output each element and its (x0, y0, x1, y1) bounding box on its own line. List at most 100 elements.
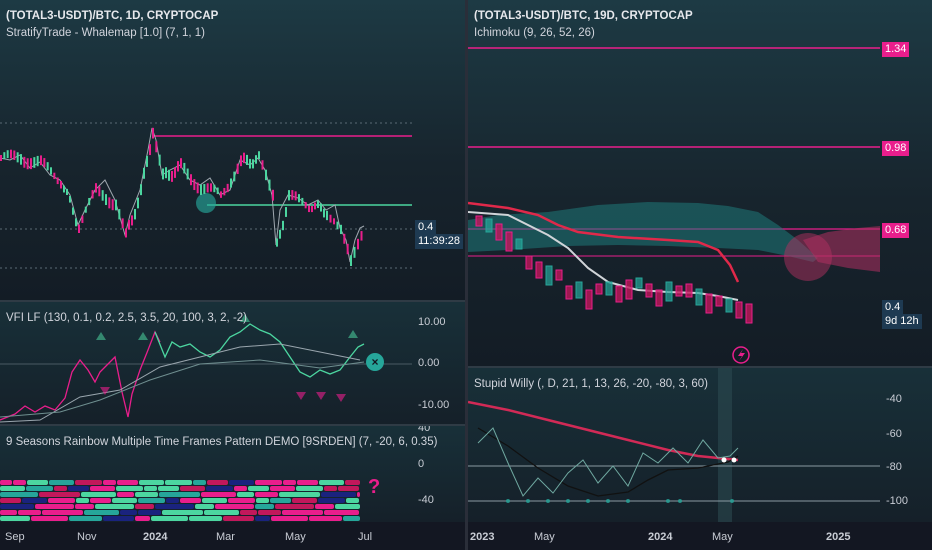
rainbow-segment (240, 510, 257, 515)
left-main-chart[interactable]: (TOTAL3-USDT)/BTC, 1D, CRYPTOCAP Stratif… (0, 0, 465, 300)
candle (56, 177, 59, 185)
rainbow-segment (237, 492, 254, 497)
candle (84, 206, 87, 213)
candle (675, 285, 683, 297)
candle (329, 214, 332, 223)
left-candles (0, 127, 363, 267)
candle (261, 160, 264, 170)
rainbow-segment (138, 498, 165, 503)
candle (625, 279, 633, 300)
candle (715, 295, 723, 307)
willy-tick-1: -40 (886, 393, 902, 405)
candle (745, 303, 753, 324)
candle (131, 215, 133, 226)
vfi-title[interactable]: VFI LF (130, 0.1, 0.2, 2.5, 3.5, 20, 100… (6, 312, 248, 324)
left-pane-separator-1[interactable] (0, 300, 465, 302)
rainbow-segment (248, 486, 269, 491)
willy-tick-2: -60 (886, 428, 902, 440)
rainbow-segment (54, 486, 67, 491)
candle (268, 179, 271, 191)
vfi-plot: × (0, 314, 412, 423)
candle (615, 285, 623, 303)
rainbow-question-glyph: ? (368, 476, 381, 498)
rainbow-segment (335, 504, 360, 509)
vfi-tick-mid: 0.00 (418, 357, 440, 369)
candle (252, 159, 254, 169)
rainbow-segment (297, 480, 318, 485)
vfi-signal-dot (366, 353, 384, 371)
rainbow-segment (345, 480, 360, 485)
right-indicator-label[interactable]: Ichimoku (9, 26, 52, 26) (474, 27, 595, 39)
left-x-jul: Jul (358, 531, 373, 543)
right-time-axis[interactable]: 2023 May 2024 May 2025 (468, 522, 932, 550)
candle (72, 207, 74, 215)
candle (695, 288, 703, 306)
candle (605, 281, 613, 296)
rainbow-segment (158, 486, 179, 491)
left-indicator-label[interactable]: StratifyTrade - Whalemap [1.0] (7, 1, 1) (6, 27, 205, 39)
candle (10, 149, 12, 159)
candle (230, 178, 232, 188)
candle (180, 158, 182, 169)
candle (298, 194, 300, 203)
candle (213, 184, 216, 193)
candle (155, 141, 158, 153)
vfi-pane[interactable]: × VFI LF (130, 0.1, 0.2, 2.5, 3.5, 20, 1… (0, 302, 465, 424)
right-pane-separator[interactable] (468, 366, 932, 368)
rainbow-segment (0, 504, 34, 509)
rainbow-segment (68, 486, 89, 491)
candle (323, 208, 325, 218)
rainbow-segment (258, 510, 281, 515)
rainbow-segment (228, 498, 255, 503)
left-time-axis[interactable]: Sep Nov 2024 Mar May Jul (0, 522, 465, 550)
rainbow-segment (309, 516, 342, 521)
candle (258, 151, 260, 160)
rainbow-segment (162, 510, 203, 515)
rainbow-plot (0, 480, 360, 521)
left-countdown-tag: 11:39:28 (415, 234, 464, 249)
left-x-mar: Mar (216, 531, 235, 543)
candle (226, 183, 229, 193)
candle (200, 184, 202, 195)
rainbow-segment (159, 492, 200, 497)
candle (285, 207, 287, 217)
rainbow-segment (321, 492, 356, 497)
rainbow-segment (338, 486, 359, 491)
rainbow-segment (282, 510, 323, 515)
right-price-tag: 0.4 (882, 300, 904, 315)
rainbow-segment (223, 516, 254, 521)
rainbow-segment (39, 492, 80, 497)
candle (495, 223, 503, 241)
candle (515, 238, 523, 250)
candle (26, 158, 29, 170)
rainbow-pane[interactable]: 9 Seasons Rainbow Multiple Time Frames P… (0, 426, 465, 522)
candle (69, 196, 71, 203)
willy-title[interactable]: Stupid Willy (, D, 21, 1, 13, 26, -20, -… (474, 378, 708, 390)
rainbow-segment (112, 498, 137, 503)
candle (645, 283, 653, 298)
rainbow-segment (75, 480, 102, 485)
rainbow-segment (35, 504, 74, 509)
candle (236, 163, 239, 174)
candle (98, 186, 101, 197)
rainbow-segment (0, 486, 25, 491)
candle (186, 168, 189, 180)
rainbow-segment (255, 516, 270, 521)
rainbow-segment (255, 504, 274, 509)
candle (505, 231, 513, 252)
candle (223, 187, 226, 196)
candle (308, 205, 310, 213)
left-pane-separator-2[interactable] (0, 424, 465, 426)
right-main-chart[interactable]: (TOTAL3-USDT)/BTC, 19D, CRYPTOCAP Ichimo… (468, 0, 932, 366)
candle (320, 203, 322, 212)
rainbow-segment (195, 504, 214, 509)
candle (20, 154, 22, 165)
candle (735, 301, 743, 319)
willy-pane[interactable]: Stupid Willy (, D, 21, 1, 13, 26, -20, -… (468, 368, 932, 522)
candle (143, 167, 145, 179)
candle (6, 150, 9, 159)
rainbow-segment (283, 480, 296, 485)
vertical-divider[interactable] (465, 0, 468, 550)
candle (118, 209, 121, 220)
rainbow-title[interactable]: 9 Seasons Rainbow Multiple Time Frames P… (6, 436, 438, 448)
